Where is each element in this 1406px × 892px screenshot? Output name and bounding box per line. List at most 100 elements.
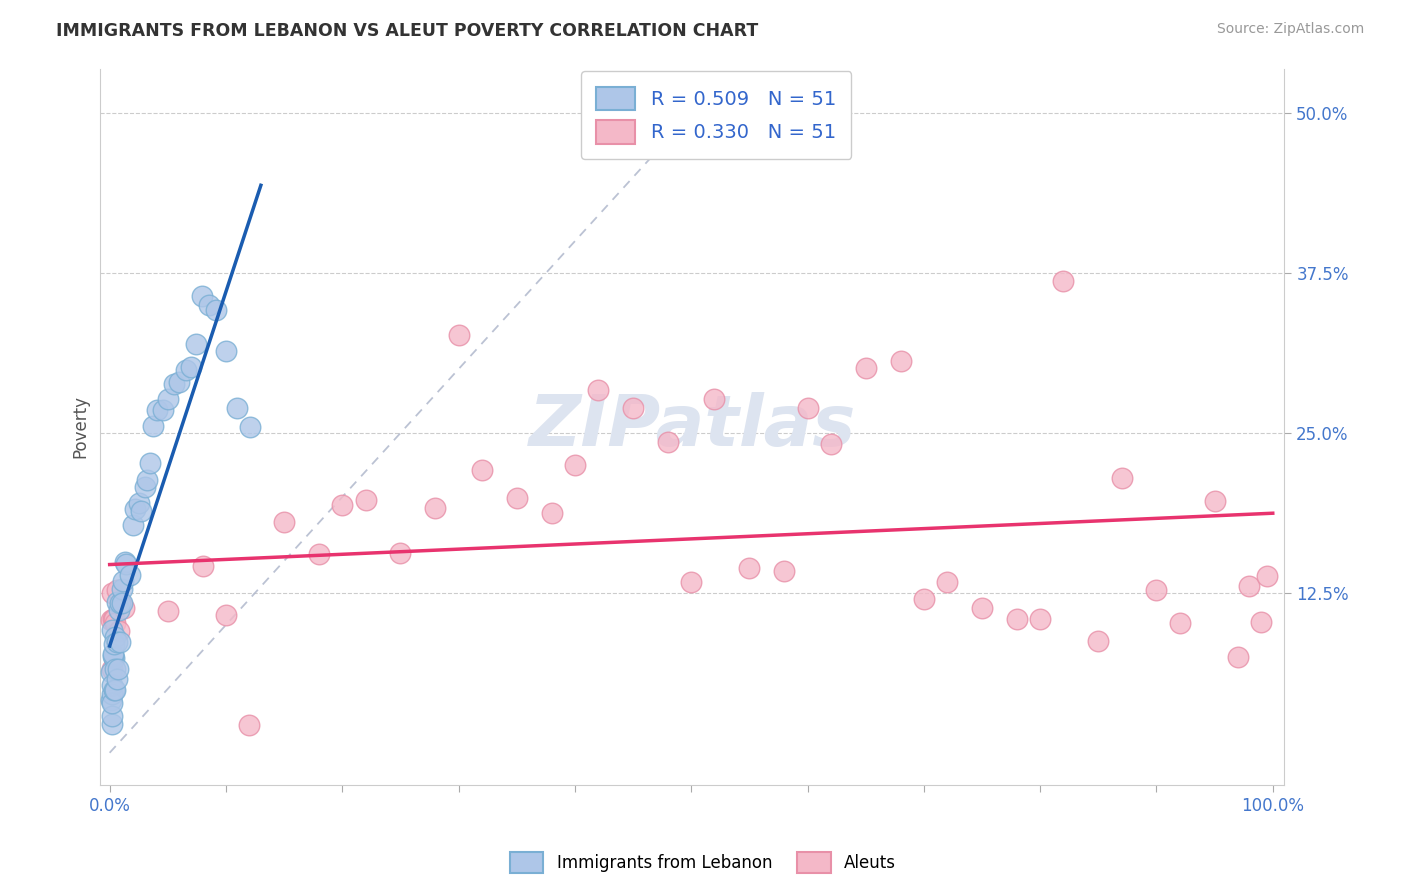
Point — [564, 458, 586, 472]
Point — [139, 456, 162, 470]
Point — [820, 436, 842, 450]
Point — [104, 630, 127, 644]
Point — [681, 574, 703, 589]
Point — [169, 375, 191, 389]
Point — [118, 568, 141, 582]
Point — [215, 343, 238, 358]
Point — [104, 615, 127, 630]
Point — [197, 297, 219, 311]
Point — [100, 613, 122, 627]
Point — [134, 480, 156, 494]
Point — [586, 383, 609, 397]
Point — [273, 516, 295, 530]
Point — [111, 574, 134, 589]
Text: ZIPatlas: ZIPatlas — [529, 392, 856, 461]
Point — [773, 564, 796, 578]
Point — [111, 582, 134, 596]
Point — [103, 612, 125, 626]
Point — [1052, 274, 1074, 288]
Point — [108, 596, 131, 610]
Y-axis label: Poverty: Poverty — [72, 395, 89, 458]
Point — [103, 636, 125, 650]
Point — [238, 718, 260, 732]
Point — [105, 635, 128, 649]
Legend: Immigrants from Lebanon, Aleuts: Immigrants from Lebanon, Aleuts — [503, 846, 903, 880]
Point — [191, 559, 214, 574]
Point — [101, 586, 124, 600]
Point — [110, 596, 132, 610]
Point — [1256, 569, 1278, 583]
Point — [108, 635, 131, 649]
Point — [142, 418, 165, 433]
Point — [912, 591, 935, 606]
Point — [204, 303, 226, 318]
Point — [101, 662, 124, 676]
Point — [100, 693, 122, 707]
Point — [190, 289, 212, 303]
Point — [703, 392, 725, 407]
Point — [100, 665, 122, 680]
Point — [101, 623, 124, 637]
Point — [163, 377, 186, 392]
Point — [1005, 611, 1028, 625]
Point — [107, 662, 129, 676]
Point — [111, 596, 134, 610]
Point — [1250, 615, 1272, 630]
Point — [104, 662, 127, 676]
Point — [105, 595, 128, 609]
Point — [215, 608, 238, 623]
Point — [1239, 579, 1261, 593]
Point — [1029, 612, 1052, 626]
Point — [970, 601, 993, 615]
Point — [506, 491, 529, 505]
Point — [156, 392, 179, 406]
Point — [1111, 471, 1133, 485]
Point — [354, 493, 377, 508]
Point — [1146, 582, 1168, 597]
Point — [108, 624, 131, 638]
Point — [471, 463, 494, 477]
Point — [112, 601, 135, 615]
Point — [135, 474, 157, 488]
Point — [657, 435, 679, 450]
Point — [796, 401, 818, 416]
Point — [890, 353, 912, 368]
Point — [738, 560, 761, 574]
Point — [1204, 493, 1226, 508]
Point — [146, 402, 169, 417]
Point — [1168, 615, 1191, 630]
Point — [152, 403, 174, 417]
Point — [936, 574, 959, 589]
Point — [1226, 650, 1249, 665]
Point — [124, 501, 146, 516]
Point — [114, 556, 136, 570]
Point — [1087, 633, 1109, 648]
Point — [128, 496, 150, 510]
Point — [226, 401, 249, 415]
Point — [101, 716, 124, 731]
Point — [105, 583, 128, 598]
Point — [389, 546, 412, 560]
Point — [103, 683, 125, 698]
Point — [104, 682, 127, 697]
Text: IMMIGRANTS FROM LEBANON VS ALEUT POVERTY CORRELATION CHART: IMMIGRANTS FROM LEBANON VS ALEUT POVERTY… — [56, 22, 758, 40]
Point — [101, 612, 124, 626]
Legend: R = 0.509   N = 51, R = 0.330   N = 51: R = 0.509 N = 51, R = 0.330 N = 51 — [581, 71, 852, 160]
Point — [184, 337, 207, 351]
Point — [855, 361, 877, 376]
Point — [108, 603, 131, 617]
Point — [101, 696, 124, 710]
Point — [129, 504, 152, 518]
Point — [103, 649, 125, 664]
Point — [121, 518, 143, 533]
Text: Source: ZipAtlas.com: Source: ZipAtlas.com — [1216, 22, 1364, 37]
Point — [103, 650, 125, 665]
Point — [101, 709, 124, 723]
Point — [621, 401, 644, 415]
Point — [425, 500, 447, 515]
Point — [447, 328, 470, 343]
Point — [156, 604, 179, 618]
Point — [540, 506, 562, 520]
Point — [239, 420, 262, 434]
Point — [101, 647, 124, 661]
